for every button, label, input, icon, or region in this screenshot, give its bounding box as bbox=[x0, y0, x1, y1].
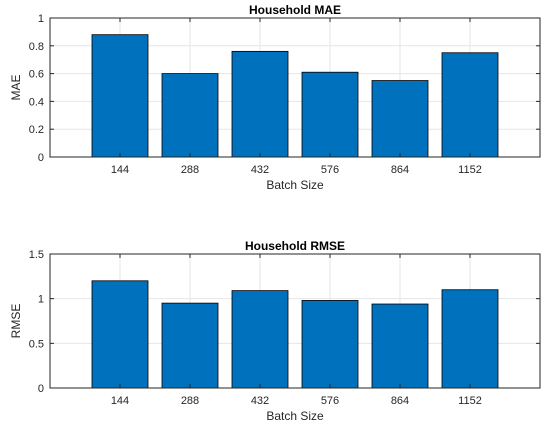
x-tick-label: 144 bbox=[111, 395, 129, 407]
y-tick-label: 0 bbox=[38, 383, 44, 395]
x-tick-label: 1152 bbox=[458, 395, 482, 407]
bar-144 bbox=[91, 34, 149, 158]
x-axis-label: Batch Size bbox=[266, 409, 324, 423]
x-tick-label: 288 bbox=[181, 395, 199, 407]
y-tick-label: 1 bbox=[38, 13, 44, 25]
y-tick-label: 0.4 bbox=[29, 96, 44, 108]
x-axis-label: Batch Size bbox=[266, 178, 324, 192]
x-tick-label: 864 bbox=[391, 164, 409, 176]
axes-frame bbox=[49, 253, 541, 389]
bar-288 bbox=[161, 302, 219, 389]
bar-576 bbox=[301, 300, 359, 389]
mae-chart: 0 0.2 0.4 0.6 0.8 1 144 288 432 576 864 1152 Househo… bbox=[9, 3, 541, 192]
y-tick-label: 0.2 bbox=[29, 124, 44, 136]
y-tick-label: 0 bbox=[38, 152, 44, 164]
y-axis-label: MAE bbox=[9, 74, 23, 100]
x-tick-label: 432 bbox=[251, 395, 269, 407]
bar-1152 bbox=[441, 289, 499, 389]
bar-432 bbox=[231, 290, 289, 389]
y-tick-label: 1 bbox=[38, 294, 44, 306]
bar-864 bbox=[371, 80, 429, 158]
x-tick-label: 1152 bbox=[458, 164, 482, 176]
bar-1152 bbox=[441, 52, 499, 158]
bar-576 bbox=[301, 71, 359, 158]
x-tick-label: 576 bbox=[321, 164, 339, 176]
y-tick-label: 0.6 bbox=[29, 69, 44, 81]
x-tick-label: 432 bbox=[251, 164, 269, 176]
rmse-chart: 0 0.5 1 1.5 144 288 432 576 864 1152 Household RMS… bbox=[9, 239, 541, 423]
bar-432 bbox=[231, 50, 289, 158]
bar-288 bbox=[161, 73, 219, 158]
x-tick-label: 576 bbox=[321, 395, 339, 407]
chart-title: Household RMSE bbox=[245, 239, 345, 253]
bar-864 bbox=[371, 303, 429, 389]
axes-frame bbox=[49, 17, 541, 158]
y-tick-label: 0.5 bbox=[29, 338, 44, 350]
chart-title: Household MAE bbox=[249, 3, 341, 17]
y-axis-label: RMSE bbox=[9, 304, 23, 339]
y-tick-label: 1.5 bbox=[29, 249, 44, 261]
bar-144 bbox=[91, 280, 149, 389]
x-tick-label: 288 bbox=[181, 164, 199, 176]
x-tick-label: 144 bbox=[111, 164, 129, 176]
y-tick-label: 0.8 bbox=[29, 41, 44, 53]
x-tick-label: 864 bbox=[391, 395, 409, 407]
